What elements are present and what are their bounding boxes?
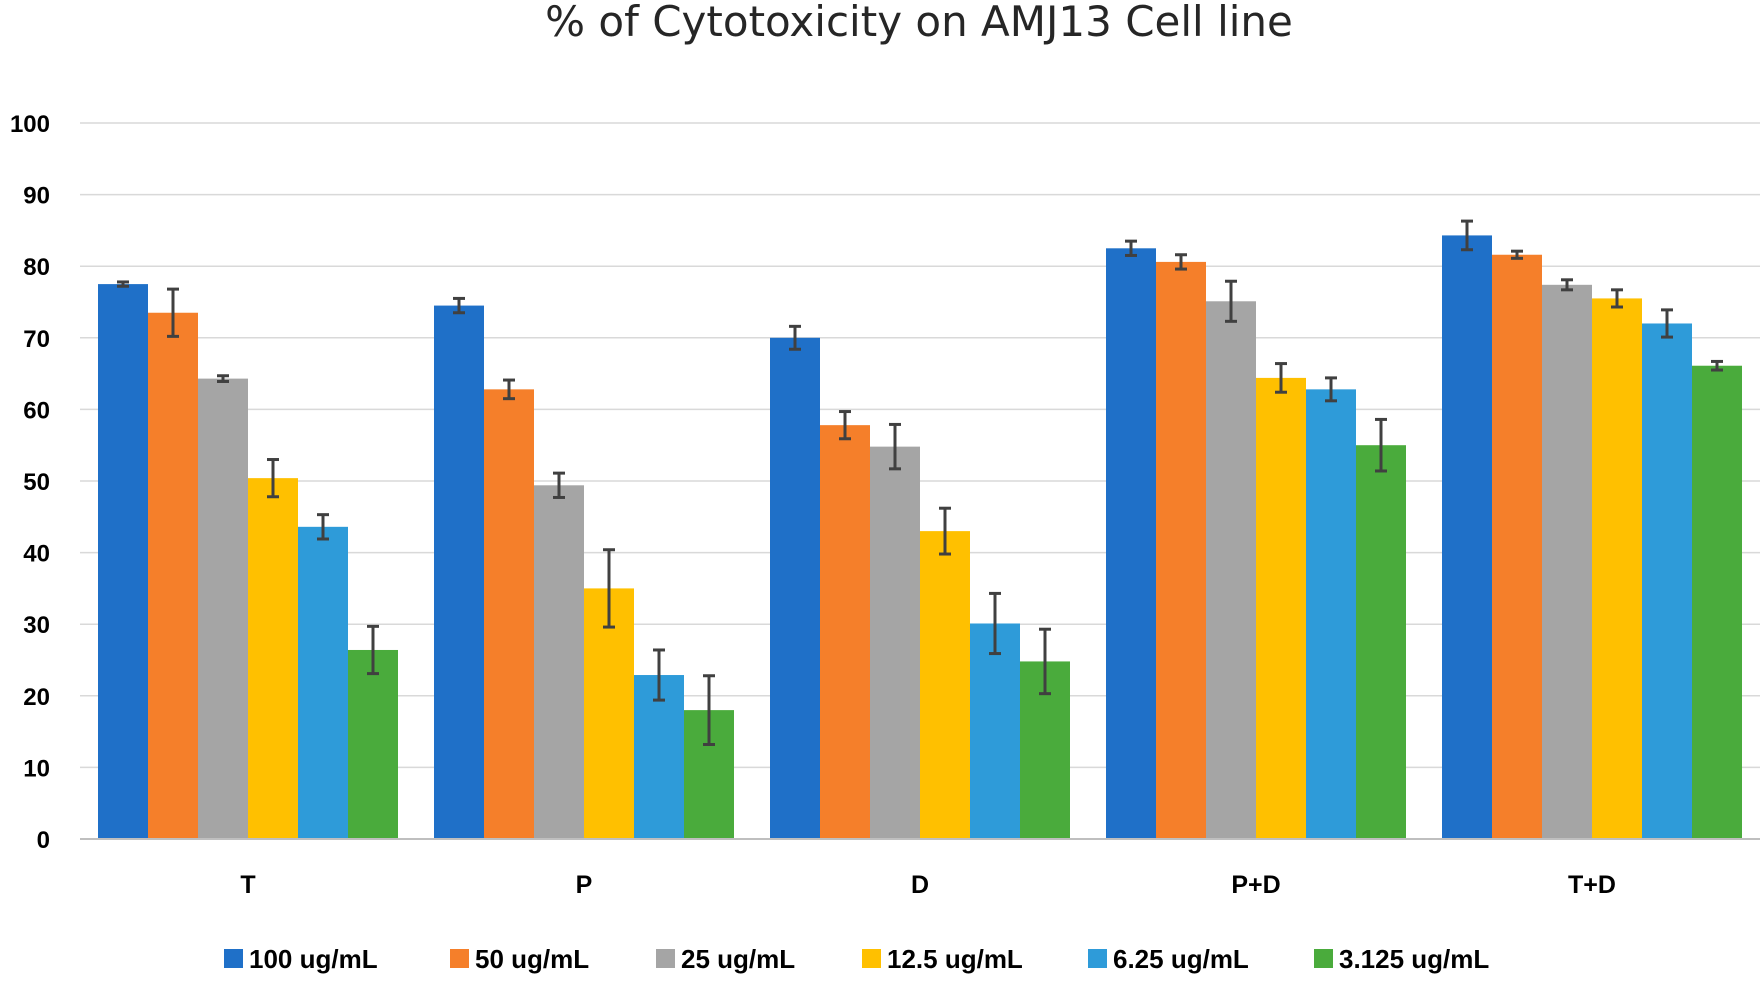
bar-d-1 — [820, 425, 870, 839]
bar-p-1 — [484, 389, 534, 839]
y-tick-label: 20 — [23, 684, 50, 711]
bar-t-plus-d-1 — [1492, 254, 1542, 839]
y-tick-label: 90 — [23, 183, 50, 210]
legend-label: 3.125 ug/mL — [1339, 944, 1489, 974]
legend-label: 100 ug/mL — [249, 944, 378, 974]
bar-t-0 — [98, 284, 148, 840]
bar-t-5 — [348, 649, 398, 839]
x-axis-ticks: T P D P+D T+D — [240, 871, 1616, 899]
bar-d-2 — [870, 446, 920, 839]
bar-t-1 — [148, 312, 198, 839]
bar-t-plus-d-3 — [1592, 298, 1642, 839]
legend-swatch — [224, 949, 243, 968]
x-tick-label: T+D — [1568, 871, 1616, 899]
bar-p-plus-d-3 — [1256, 377, 1306, 839]
y-tick-label: 0 — [37, 827, 50, 854]
y-tick-label: 80 — [23, 254, 50, 281]
bar-p-plus-d-2 — [1206, 301, 1256, 839]
legend-label: 50 ug/mL — [475, 944, 589, 974]
legend-swatch — [1314, 949, 1333, 968]
legend-label: 6.25 ug/mL — [1113, 944, 1249, 974]
y-tick-label: 100 — [10, 111, 50, 138]
bar-p-plus-d-4 — [1306, 389, 1356, 839]
y-tick-label: 10 — [23, 755, 50, 782]
bar-p-plus-d-1 — [1156, 261, 1206, 839]
bar-t-3 — [248, 478, 298, 839]
y-tick-label: 50 — [23, 469, 50, 496]
y-axis-ticks: 0 10 20 30 40 50 60 70 80 90 100 — [10, 111, 50, 854]
bar-t-plus-d-4 — [1642, 323, 1692, 840]
bar-d-0 — [770, 337, 820, 839]
x-tick-label: T — [240, 871, 255, 899]
bar-t-plus-d-0 — [1442, 235, 1492, 840]
bar-d-3 — [920, 531, 970, 839]
chart-title: % of Cytotoxicity on AMJ13 Cell line — [545, 0, 1293, 46]
y-tick-label: 40 — [23, 541, 50, 568]
legend: 100 ug/mL 50 ug/mL 25 ug/mL 12.5 ug/mL 6.25 … — [224, 944, 1489, 974]
bar-p-4 — [634, 675, 684, 839]
y-tick-label: 70 — [23, 326, 50, 353]
y-tick-label: 60 — [23, 397, 50, 424]
bar-p-3 — [584, 588, 634, 839]
bar-p-0 — [434, 305, 484, 840]
error-bars — [117, 219, 1723, 746]
x-tick-label: P+D — [1231, 871, 1280, 899]
bar-t-plus-d-5 — [1692, 365, 1742, 839]
x-tick-label: P — [576, 871, 593, 899]
bar-t-4 — [298, 526, 348, 839]
legend-swatch — [862, 949, 881, 968]
legend-label: 25 ug/mL — [681, 944, 795, 974]
bars — [98, 235, 1742, 840]
x-tick-label: D — [911, 871, 929, 899]
bar-t-2 — [198, 378, 248, 839]
bar-d-4 — [970, 623, 1020, 839]
legend-swatch — [450, 949, 469, 968]
bar-t-plus-d-2 — [1542, 284, 1592, 839]
y-tick-label: 30 — [23, 612, 50, 639]
bar-p-plus-d-0 — [1106, 248, 1156, 840]
legend-swatch — [1088, 949, 1107, 968]
legend-swatch — [656, 949, 675, 968]
legend-label: 12.5 ug/mL — [887, 944, 1023, 974]
bar-p-2 — [534, 485, 584, 839]
bar-p-plus-d-5 — [1356, 445, 1406, 839]
